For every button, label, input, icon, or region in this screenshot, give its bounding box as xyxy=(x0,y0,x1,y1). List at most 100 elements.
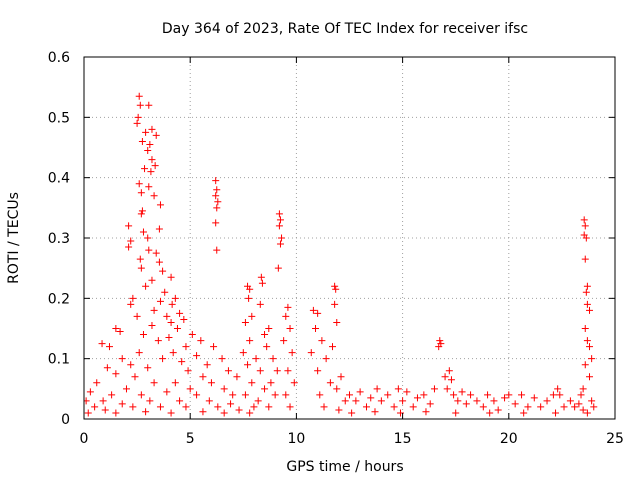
data-point xyxy=(582,288,590,296)
data-point xyxy=(256,300,264,308)
data-point xyxy=(494,406,502,414)
data-point xyxy=(133,312,141,320)
data-point xyxy=(182,343,190,351)
data-point xyxy=(239,349,247,357)
data-point xyxy=(254,397,262,405)
data-point xyxy=(148,321,156,329)
data-point xyxy=(263,343,271,351)
data-point xyxy=(490,397,498,405)
data-point xyxy=(135,349,143,357)
data-point xyxy=(560,403,568,411)
y-axis-label: ROTI / TECUs xyxy=(6,192,22,284)
data-point xyxy=(269,355,277,363)
data-point xyxy=(118,400,126,408)
data-point xyxy=(373,385,381,393)
axis-ticks: 0 0.1 0.2 0.3 0.4 0.5 0.6 0 5 10 15 20 25 xyxy=(48,50,624,447)
data-point xyxy=(501,394,509,402)
data-point xyxy=(312,325,320,332)
data-point xyxy=(116,328,124,336)
data-point xyxy=(275,222,283,230)
data-point xyxy=(155,225,163,233)
data-point xyxy=(214,198,222,206)
data-point xyxy=(276,216,284,224)
data-point xyxy=(142,128,150,136)
data-point xyxy=(127,237,135,245)
data-point xyxy=(274,264,282,272)
data-point xyxy=(284,303,292,311)
x-axis-label: GPS time / hours xyxy=(286,459,403,475)
data-point xyxy=(256,367,264,375)
data-point xyxy=(447,376,455,384)
y-tick-label: 0.3 xyxy=(48,231,70,247)
data-point xyxy=(235,406,243,414)
data-point xyxy=(98,340,106,348)
data-point xyxy=(103,364,111,372)
data-point xyxy=(245,294,253,302)
data-point xyxy=(156,201,164,209)
data-point xyxy=(241,391,249,399)
data-point xyxy=(148,276,156,284)
data-point xyxy=(150,192,158,200)
data-point xyxy=(139,228,147,236)
data-point xyxy=(581,361,589,369)
data-point xyxy=(137,264,145,272)
data-point xyxy=(462,400,470,408)
data-point xyxy=(171,379,179,387)
data-point xyxy=(394,385,402,393)
data-point xyxy=(129,403,137,411)
data-point xyxy=(188,331,196,339)
data-point xyxy=(129,294,137,302)
data-point xyxy=(178,358,186,366)
data-point xyxy=(583,409,591,417)
data-point xyxy=(454,397,462,405)
data-point xyxy=(333,318,341,326)
x-tick-label: 25 xyxy=(606,431,624,447)
data-point xyxy=(168,300,176,308)
data-point xyxy=(367,394,375,402)
data-point xyxy=(261,331,269,339)
data-point xyxy=(167,409,175,417)
data-point xyxy=(176,397,184,405)
data-point xyxy=(142,282,150,290)
data-point xyxy=(152,249,160,257)
data-point xyxy=(136,101,144,109)
data-point xyxy=(148,125,156,133)
data-point xyxy=(518,391,526,399)
data-point xyxy=(588,355,596,363)
data-point xyxy=(246,285,254,293)
data-point xyxy=(326,379,334,387)
data-point xyxy=(241,318,249,326)
data-point xyxy=(586,343,594,351)
data-point xyxy=(403,388,411,396)
data-point xyxy=(430,385,438,393)
data-point xyxy=(276,240,284,248)
data-point xyxy=(125,222,133,230)
data-point xyxy=(159,267,167,275)
y-tick-label: 0 xyxy=(61,412,70,428)
data-point xyxy=(193,352,201,360)
data-point xyxy=(180,315,188,323)
chart-title: Day 364 of 2023, Rate Of TEC Index for r… xyxy=(162,21,528,37)
data-point xyxy=(552,409,560,417)
data-point xyxy=(257,273,265,281)
data-point xyxy=(159,355,167,363)
y-tick-label: 0.2 xyxy=(48,291,70,307)
data-point xyxy=(144,147,152,155)
data-point xyxy=(549,391,557,399)
data-point xyxy=(137,210,145,218)
data-point xyxy=(335,406,343,414)
data-point xyxy=(579,406,587,414)
data-point xyxy=(445,367,453,375)
data-point xyxy=(246,409,254,417)
data-point xyxy=(583,337,591,345)
data-point xyxy=(524,403,532,411)
data-point xyxy=(252,355,260,363)
data-point xyxy=(467,391,475,399)
data-point xyxy=(165,334,173,342)
data-point xyxy=(248,379,256,387)
data-point xyxy=(154,337,162,345)
data-point xyxy=(213,246,221,254)
data-point xyxy=(213,204,221,212)
x-tick-label: 5 xyxy=(186,431,195,447)
